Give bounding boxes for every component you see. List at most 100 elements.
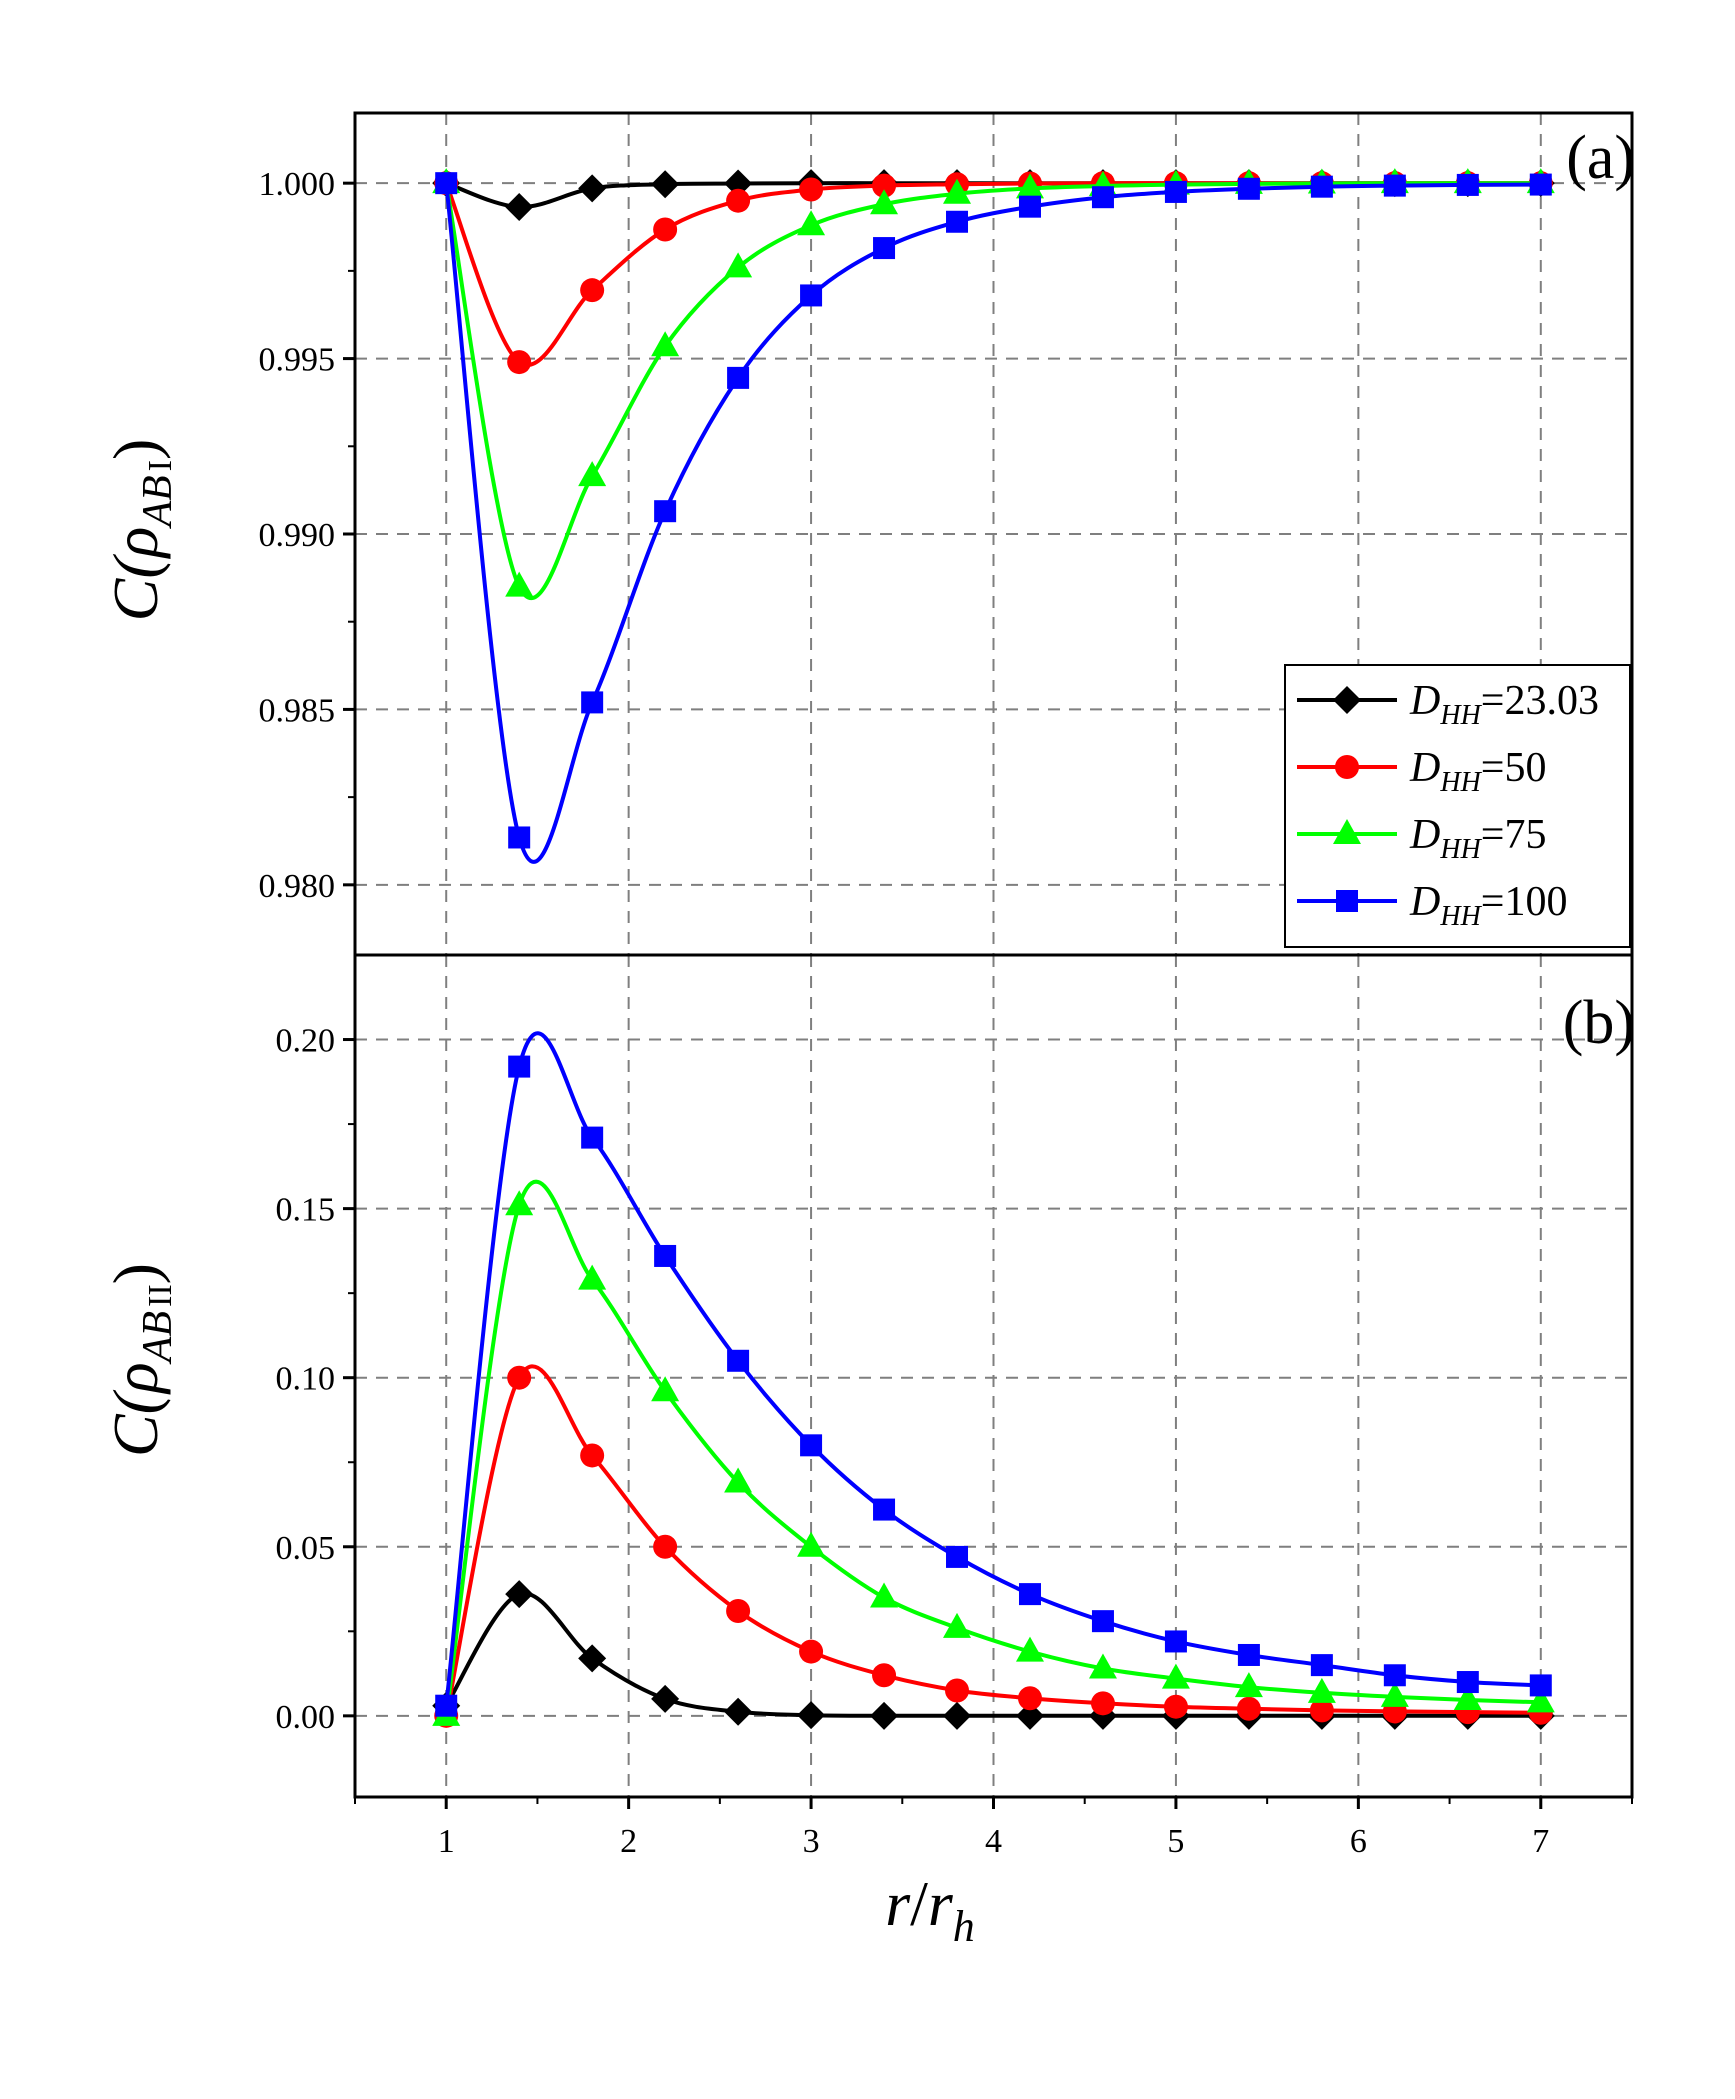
data-point-circle	[1163, 1694, 1188, 1719]
data-point-circle	[872, 1663, 897, 1688]
ylabel-b-roman: II	[142, 1284, 179, 1307]
legend: DHH=23.03 DHH=50 DHH=75 DHH=100	[1284, 664, 1631, 948]
ylabel-b-post: )	[100, 1263, 171, 1284]
y-tick-label: 0.990	[259, 517, 336, 554]
xlabel-main: r	[885, 1868, 911, 1939]
y-tick-label: 1.000	[259, 166, 336, 203]
data-point-circle	[580, 278, 605, 303]
data-point-triangle	[1088, 1653, 1117, 1679]
panel-b-series	[432, 1031, 1555, 1730]
data-point-triangle	[797, 1531, 826, 1557]
data-point-circle	[799, 1639, 824, 1664]
data-point-triangle	[1015, 1636, 1044, 1662]
data-point-triangle	[505, 571, 534, 597]
data-point-diamond	[651, 170, 680, 199]
y-tick-label: 0.15	[276, 1192, 336, 1229]
data-point-triangle	[1453, 1684, 1482, 1710]
ylabel-b-sub: AB	[135, 1311, 181, 1365]
data-point-diamond	[724, 169, 753, 198]
data-point-square	[1164, 180, 1187, 203]
ylabel-b-pre: C(	[100, 1389, 171, 1457]
data-point-circle	[653, 1534, 678, 1559]
data-point-triangle	[724, 252, 753, 278]
data-point-square	[1529, 1674, 1552, 1697]
data-point-square	[1383, 1664, 1406, 1687]
legend-label-0: DHH=23.03	[1409, 678, 1599, 731]
data-point-circle	[945, 1678, 970, 1703]
data-point-square	[1310, 175, 1333, 198]
data-point-diamond	[943, 1701, 972, 1730]
data-point-triangle	[870, 1582, 899, 1608]
data-point-triangle	[724, 1467, 753, 1493]
data-point-square	[1237, 1643, 1260, 1666]
data-point-triangle	[943, 178, 972, 204]
data-point-square	[1529, 173, 1552, 196]
panel-b-y-axis-label: C(ρAB II)	[100, 1263, 181, 1457]
data-point-circle	[799, 177, 824, 202]
legend-marker-circle	[1335, 755, 1359, 779]
panel-a-y-axis-label: C(ρAB I)	[100, 439, 181, 622]
panel-b-label: (b)	[1563, 989, 1635, 1057]
panel-a-series	[432, 168, 1555, 864]
data-point-triangle	[578, 1264, 607, 1290]
legend-label-2: DHH=75	[1409, 812, 1546, 865]
data-point-square	[1018, 1583, 1041, 1606]
data-point-triangle	[1161, 1663, 1190, 1689]
data-point-square	[1018, 195, 1041, 218]
data-point-diamond	[724, 1697, 753, 1726]
data-point-diamond	[651, 1684, 680, 1713]
x-tick-label: 6	[1350, 1823, 1367, 1860]
data-point-circle	[507, 350, 532, 375]
data-point-circle	[580, 1443, 605, 1468]
data-point-triangle	[1380, 1681, 1409, 1707]
data-point-triangle	[1307, 1677, 1336, 1703]
ylabel-a-rho: ρ	[100, 527, 171, 560]
data-point-circle	[1090, 1691, 1115, 1716]
xlabel-slash: /	[910, 1868, 928, 1939]
y-tick-label: 0.995	[259, 342, 336, 379]
ylabel-a-pre: C(	[100, 554, 171, 622]
ylabel-a-roman: I	[142, 460, 179, 471]
data-point-square	[800, 1434, 823, 1457]
x-tick-label: 1	[438, 1823, 455, 1860]
data-point-square	[1237, 177, 1260, 200]
series-line-circle	[444, 181, 1541, 367]
data-point-triangle	[651, 1376, 680, 1402]
data-point-diamond	[797, 1701, 826, 1730]
x-tick-label: 5	[1167, 1823, 1184, 1860]
data-point-triangle	[578, 461, 607, 487]
data-point-square	[1456, 173, 1479, 196]
data-point-square	[873, 1498, 896, 1521]
data-point-circle	[507, 1365, 532, 1390]
data-point-triangle	[870, 189, 899, 215]
data-point-diamond	[505, 193, 534, 222]
data-point-square	[654, 1244, 677, 1267]
data-point-square	[946, 1545, 969, 1568]
data-point-circle	[872, 173, 897, 198]
data-point-square	[1091, 1610, 1114, 1633]
y-tick-label: 0.00	[276, 1699, 336, 1736]
legend-items	[1297, 686, 1397, 912]
data-point-square	[946, 210, 969, 233]
legend-marker-square	[1336, 890, 1358, 912]
x-tick-label: 4	[985, 1823, 1002, 1860]
legend-label-3: DHH=100	[1409, 879, 1567, 932]
data-point-square	[435, 172, 458, 195]
data-point-square	[1310, 1654, 1333, 1677]
data-point-square	[1091, 186, 1114, 209]
data-point-circle	[1236, 1696, 1261, 1721]
data-point-triangle	[797, 210, 826, 236]
data-point-square	[873, 237, 896, 260]
data-point-square	[654, 500, 677, 523]
panel-b: 0.00 0.05 0.10 0.15 0.20 (b) C(ρAB II)	[100, 955, 1635, 1797]
data-point-square	[727, 1349, 750, 1372]
data-point-triangle	[1234, 1672, 1263, 1698]
panel-a-label: (a)	[1566, 124, 1635, 192]
y-tick-label: 0.980	[259, 868, 336, 905]
data-point-square	[1164, 1630, 1187, 1653]
y-tick-label: 0.20	[276, 1023, 336, 1060]
data-point-diamond	[1015, 1701, 1044, 1730]
data-point-square	[508, 826, 531, 849]
x-tick-label: 7	[1532, 1823, 1549, 1860]
